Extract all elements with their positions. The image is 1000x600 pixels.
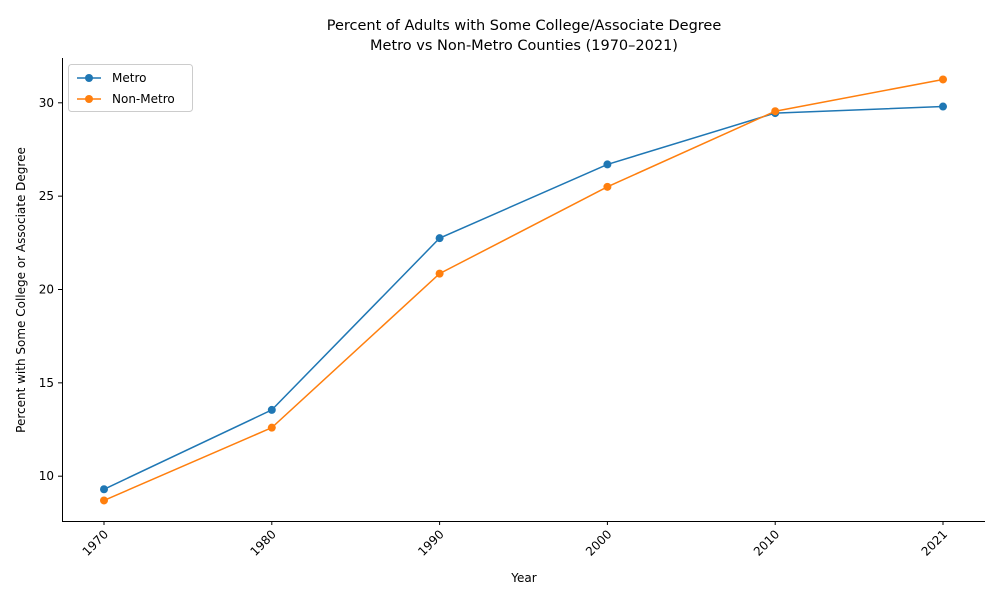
legend-label-non-metro: Non-Metro	[112, 92, 175, 106]
x-tick-label: 1970	[80, 527, 111, 558]
legend-label-metro: Metro	[112, 71, 146, 85]
y-tick-label: 25	[39, 189, 54, 203]
y-tick-label: 30	[39, 96, 54, 110]
axes	[62, 58, 985, 522]
x-tick-label: 1980	[247, 527, 278, 558]
legend-marker-non-metro	[85, 95, 93, 103]
data-point-metro	[603, 160, 612, 169]
data-point-non-metro	[100, 496, 108, 505]
y-tick-label: 15	[39, 376, 54, 390]
chart-title-line-2: Metro vs Non-Metro Counties (1970–2021)	[370, 38, 678, 54]
data-point-metro	[939, 102, 947, 111]
series-layer	[100, 75, 947, 505]
y-tick-label: 10	[39, 469, 54, 483]
x-tick-label: 1990	[415, 527, 446, 558]
legend: Metro Non-Metro	[68, 64, 193, 112]
chart-title-line-1: Percent of Adults with Some College/Asso…	[327, 18, 722, 34]
legend-marker-metro	[85, 74, 93, 82]
data-point-non-metro	[771, 107, 780, 116]
x-tick-label: 2021	[919, 527, 950, 558]
series-line-non-metro	[103, 78, 944, 502]
x-axis-label: Year	[510, 571, 536, 585]
data-point-non-metro	[267, 423, 276, 432]
series-line-metro	[103, 105, 944, 490]
data-point-non-metro	[435, 269, 444, 278]
x-tick-label: 2010	[751, 527, 782, 558]
y-tick-label: 20	[39, 283, 54, 297]
x-tick-label: 2000	[583, 527, 614, 558]
x-ticks: 1970 1980 1990 2000 2010 2021	[80, 521, 950, 559]
data-point-metro	[100, 485, 108, 494]
data-point-metro	[435, 234, 444, 243]
data-point-metro	[267, 405, 276, 414]
y-axis-label: Percent with Some College or Associate D…	[14, 147, 28, 433]
data-point-non-metro	[603, 182, 612, 191]
data-point-non-metro	[939, 75, 947, 84]
y-ticks: 10 15 20 25 30	[39, 96, 62, 483]
